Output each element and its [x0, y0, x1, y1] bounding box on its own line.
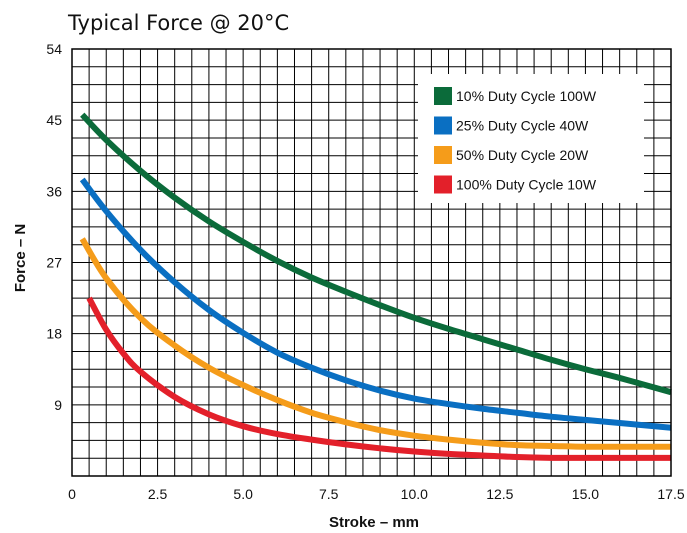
series-line-1 — [80, 112, 672, 396]
x-axis-ticks: 0 2.5 5.0 7.5 10.0 12.5 15.0 17.5 — [68, 486, 685, 502]
series-line-4 — [86, 296, 672, 461]
legend-label: 10% Duty Cycle 100W — [456, 88, 597, 104]
x-axis-label: Stroke – mm — [329, 514, 419, 531]
legend-swatch — [434, 175, 452, 194]
legend-label: 50% Duty Cycle 20W — [456, 147, 589, 163]
x-tick-label: 15.0 — [572, 486, 599, 502]
series-line-3 — [79, 237, 671, 450]
x-tick-label: 2.5 — [148, 486, 168, 502]
y-tick-label: 27 — [46, 255, 62, 271]
y-axis-ticks: 9 18 27 36 45 54 — [46, 41, 62, 413]
x-tick-label: 10.0 — [401, 486, 428, 502]
x-tick-label: 17.5 — [657, 486, 684, 502]
chart-title: Typical Force @ 20°C — [67, 11, 289, 35]
legend-swatch — [434, 87, 452, 105]
series-layer — [79, 112, 672, 461]
legend-swatch — [434, 146, 452, 164]
x-tick-label: 7.5 — [319, 486, 339, 502]
y-tick-label: 9 — [54, 397, 62, 413]
x-tick-label: 12.5 — [486, 486, 513, 502]
y-tick-label: 54 — [46, 41, 62, 57]
legend-box — [418, 74, 644, 203]
plot-frame — [71, 48, 672, 477]
x-tick-label: 5.0 — [233, 486, 253, 502]
y-axis-label: Force – N — [12, 224, 29, 292]
y-tick-label: 36 — [46, 183, 62, 199]
y-tick-label: 18 — [46, 326, 62, 342]
legend-label: 25% Duty Cycle 40W — [456, 118, 589, 134]
legend-swatch — [434, 116, 452, 135]
legend-label: 100% Duty Cycle 10W — [456, 177, 597, 193]
series-line-2 — [79, 177, 672, 431]
x-tick-label: 0 — [68, 486, 76, 502]
y-tick-label: 45 — [46, 112, 62, 128]
legend: 10% Duty Cycle 100W 25% Duty Cycle 40W 50%… — [418, 74, 644, 203]
